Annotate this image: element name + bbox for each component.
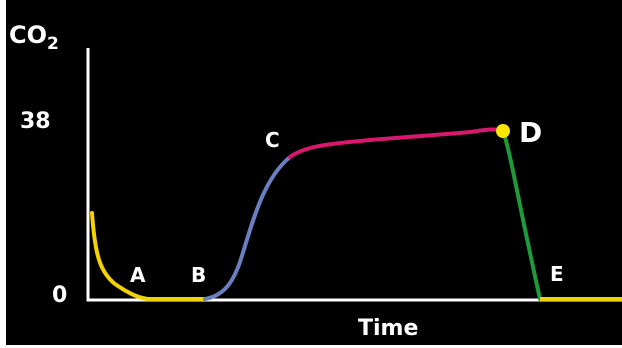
point-label-b: B [191, 263, 206, 287]
curve-segment-expiratory-upstroke [203, 155, 292, 301]
end-tidal-point-marker [496, 124, 510, 138]
point-label-a: A [130, 263, 146, 287]
curve-segment-inspiratory-downstroke [501, 129, 542, 301]
point-label-d: D [519, 116, 542, 149]
curve-segment-inspiratory-baseline [90, 211, 207, 301]
y-axis-label-main: CO [9, 21, 47, 49]
y-tick-label-high: 38 [20, 109, 51, 134]
point-label-c: C [265, 128, 280, 152]
y-axis-label: CO2 [9, 21, 59, 54]
point-label-e: E [550, 262, 564, 286]
x-axis-label: Time [358, 316, 418, 341]
diagram-background [6, 0, 622, 345]
curve-segment-alveolar-plateau [288, 127, 505, 159]
y-tick-label-low: 0 [52, 283, 67, 308]
y-axis-label-subscript: 2 [47, 34, 59, 54]
